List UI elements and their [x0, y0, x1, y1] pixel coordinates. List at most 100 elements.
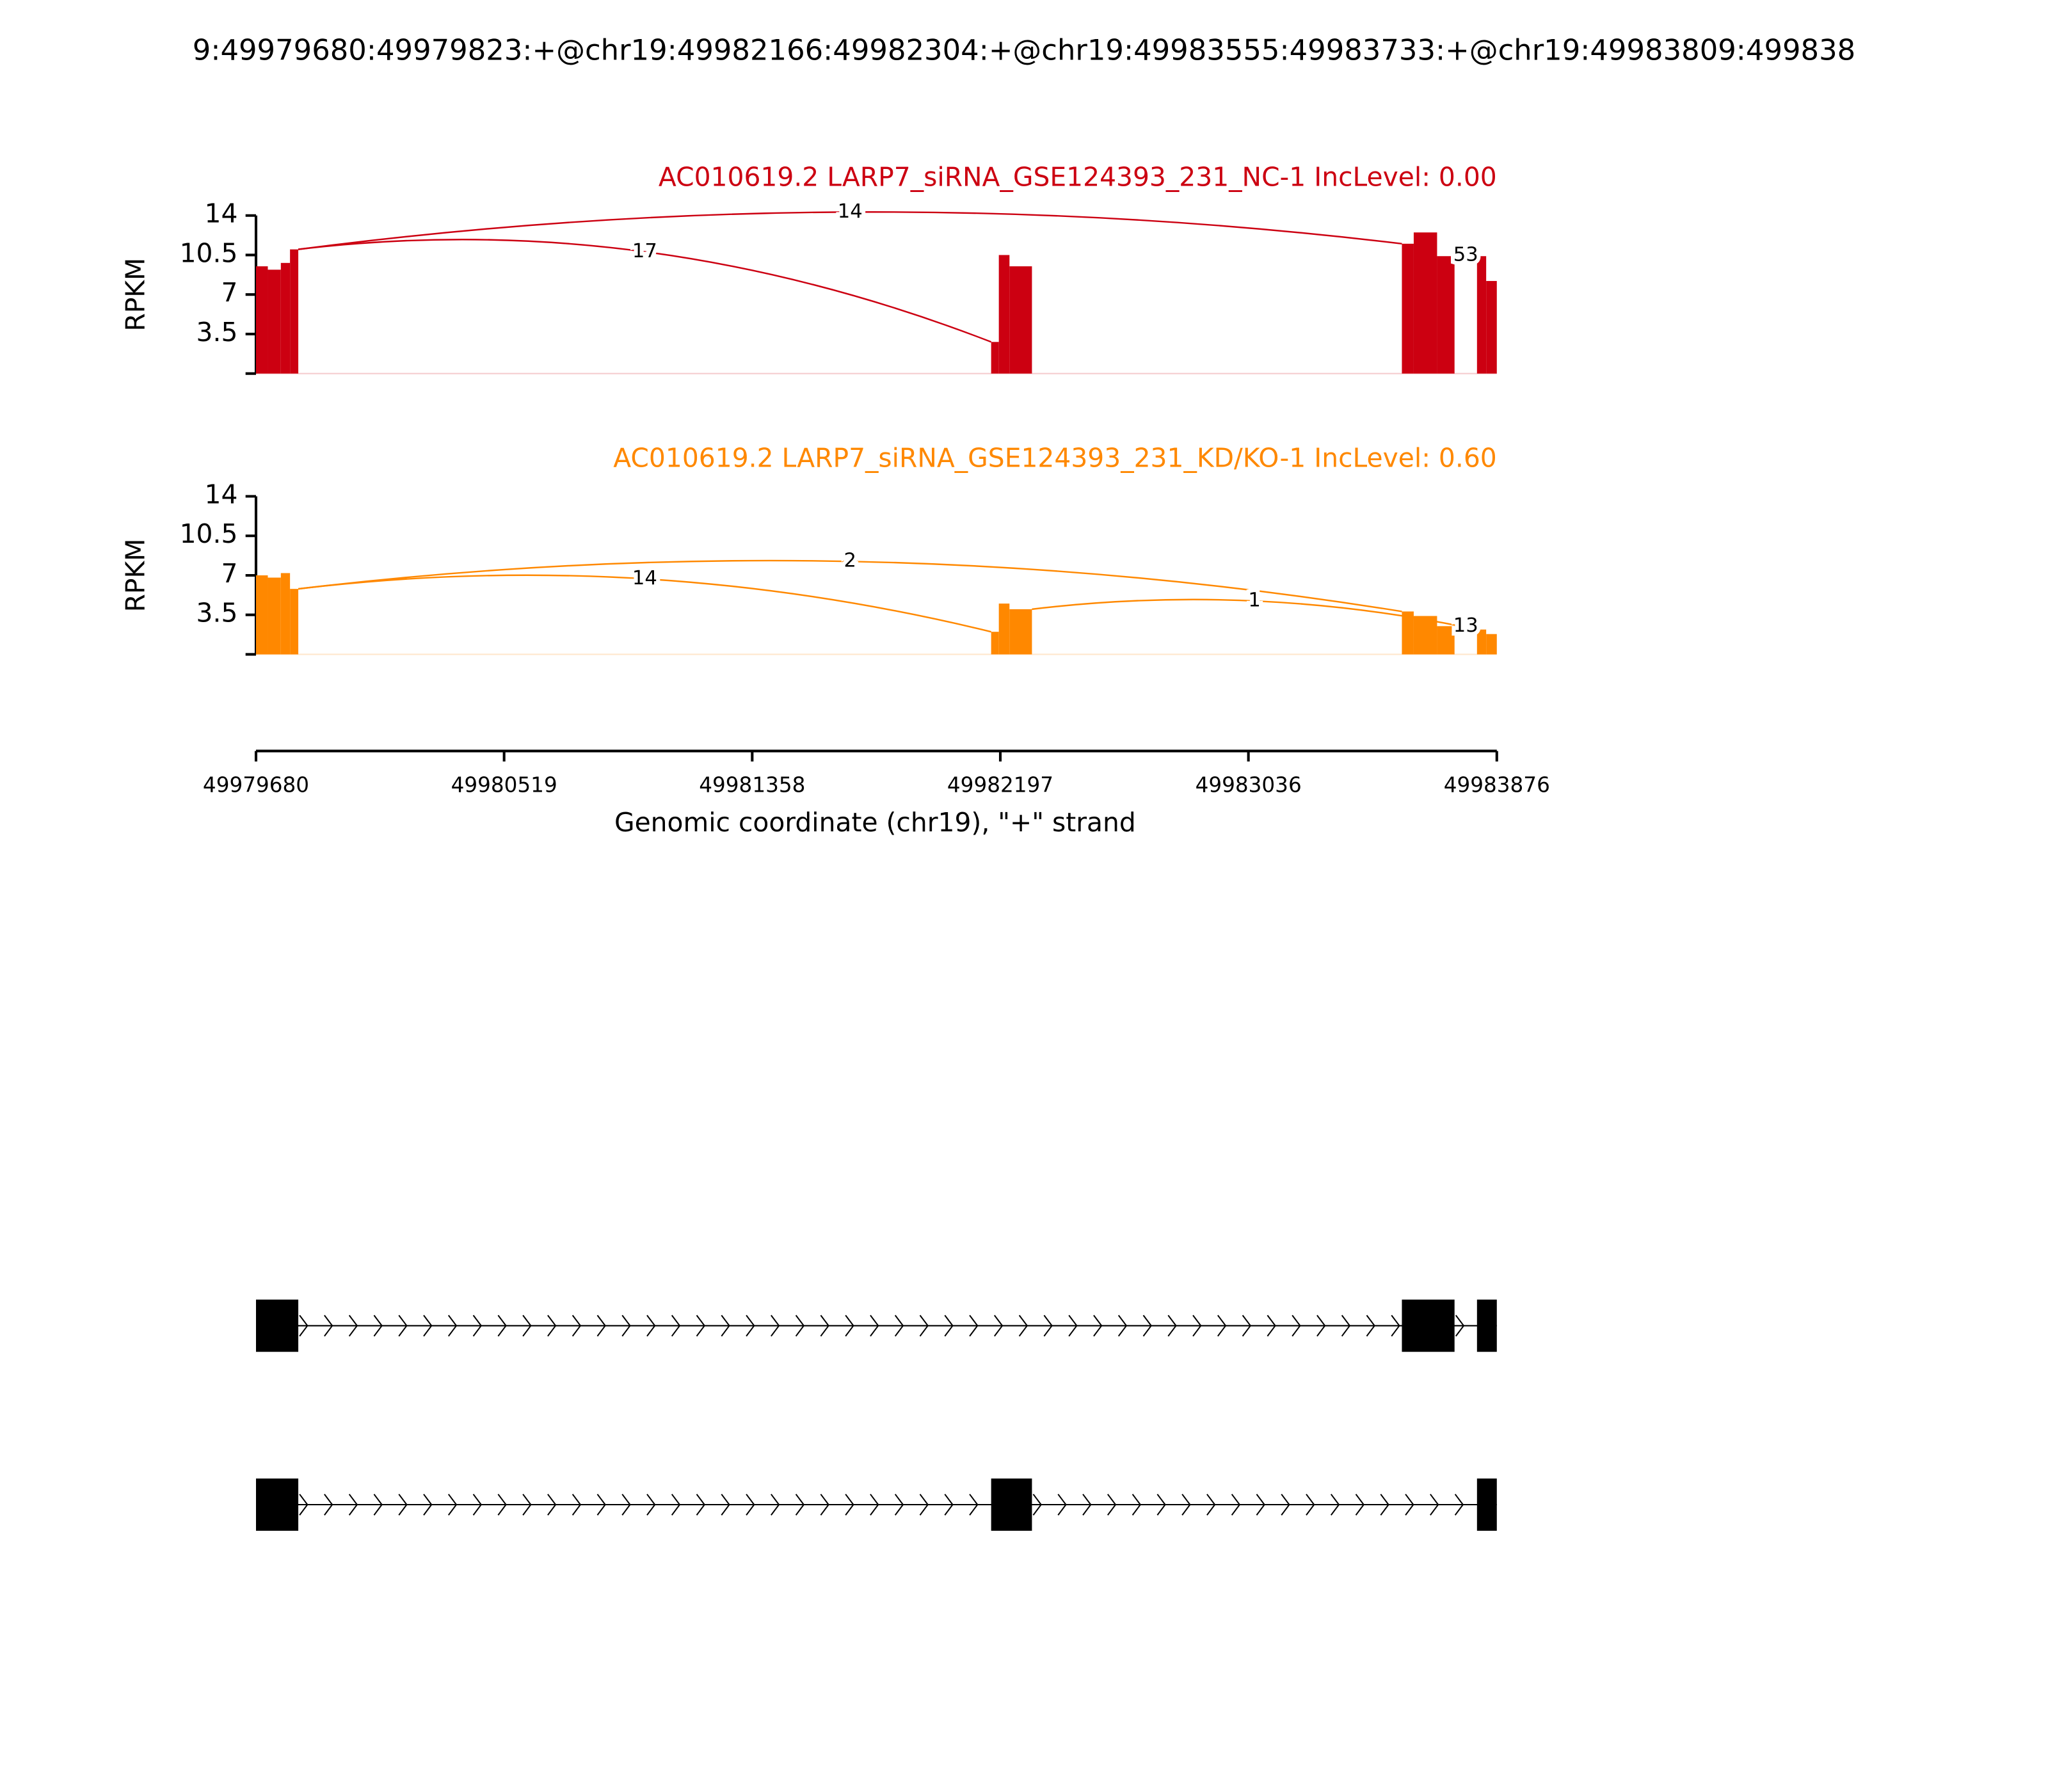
strand-arrow [919, 1494, 929, 1516]
strand-arrow [547, 1315, 557, 1337]
strand-arrow [497, 1315, 507, 1337]
strand-arrow [944, 1494, 954, 1516]
strand-arrow [1068, 1315, 1078, 1337]
strand-arrow [1156, 1494, 1166, 1516]
junction-label: 14 [838, 200, 863, 223]
strand-arrow [1355, 1494, 1365, 1516]
coverage-bar [290, 249, 299, 374]
strand-arrow [671, 1494, 681, 1516]
strand-arrow [472, 1315, 483, 1337]
strand-arrow [1430, 1494, 1439, 1516]
coverage-bar [290, 589, 299, 655]
x-axis-label: Genomic coordinate (chr19), "+" strand [614, 807, 1136, 838]
y-tick-label: 7 [221, 558, 237, 589]
strand-arrow [771, 1315, 780, 1337]
coverage-bar [1009, 266, 1032, 374]
strand-arrow [447, 1315, 458, 1337]
strand-arrow [845, 1315, 854, 1337]
strand-arrow [1341, 1315, 1351, 1337]
strand-arrow [522, 1315, 532, 1337]
coverage-bar [991, 632, 999, 655]
coverage-bar [256, 266, 268, 374]
strand-arrow [721, 1315, 730, 1337]
strand-arrow [1043, 1315, 1053, 1337]
junction-label: 1 [1248, 589, 1260, 611]
y-tick-label: 10.5 [180, 518, 238, 549]
strand-arrow [472, 1494, 483, 1516]
strand-arrow [771, 1494, 780, 1516]
strand-arrow [1316, 1315, 1326, 1337]
y-axis-label: RPKM [120, 258, 150, 332]
chart-title: 9:49979680:49979823:+@chr19:49982166:499… [193, 33, 1855, 67]
strand-arrow [547, 1494, 557, 1516]
strand-arrow [497, 1494, 507, 1516]
coverage-bar [998, 255, 1010, 374]
strand-arrow [324, 1315, 333, 1337]
strand-arrow [348, 1494, 358, 1516]
strand-arrow [398, 1315, 408, 1337]
strand-arrow [894, 1494, 904, 1516]
strand-arrow [969, 1315, 979, 1337]
strand-arrow [1093, 1315, 1103, 1337]
strand-arrow [1380, 1494, 1389, 1516]
strand-arrow [671, 1315, 681, 1337]
y-tick-label: 14 [205, 198, 238, 229]
y-tick-label: 3.5 [196, 317, 238, 348]
strand-arrow [696, 1494, 706, 1516]
coverage-bar [1009, 609, 1032, 655]
strand-arrow [447, 1494, 458, 1516]
exon [1476, 1478, 1497, 1531]
strand-arrow [845, 1494, 854, 1516]
strand-arrow [324, 1494, 333, 1516]
strand-arrow [1267, 1315, 1276, 1337]
y-tick-label: 14 [205, 479, 238, 510]
junction-arc [298, 239, 992, 343]
panel-title: AC010619.2 LARP7_siRNA_GSE124393_231_NC-… [659, 162, 1497, 193]
coverage-bar [1476, 256, 1487, 374]
coverage-bar [1486, 634, 1497, 655]
x-tick-label: 49983876 [1444, 773, 1550, 797]
coverage-bar [280, 262, 291, 374]
x-tick-label: 49981358 [699, 773, 805, 797]
y-axis-label: RPKM [120, 539, 150, 612]
coverage-bar [280, 573, 291, 655]
strand-arrow [1455, 1315, 1465, 1337]
strand-arrow [795, 1494, 805, 1516]
strand-arrow [1281, 1494, 1290, 1516]
coverage-bar [1402, 611, 1414, 655]
x-tick-label: 49983036 [1196, 773, 1302, 797]
coverage-bar [256, 575, 268, 655]
junction-label: 13 [1453, 614, 1478, 637]
coverage-bar [998, 604, 1010, 655]
junction-arc [298, 574, 991, 633]
exon [991, 1478, 1032, 1531]
coverage-bar [1413, 232, 1437, 374]
panel-title: AC010619.2 LARP7_siRNA_GSE124393_231_KD/… [613, 442, 1497, 473]
strand-arrow [373, 1494, 383, 1516]
strand-arrow [572, 1494, 582, 1516]
strand-arrow [1306, 1494, 1315, 1516]
strand-arrow [1330, 1494, 1340, 1516]
strand-arrow [1242, 1315, 1252, 1337]
strand-arrow [969, 1494, 979, 1516]
strand-arrow [1032, 1494, 1042, 1516]
strand-arrow [522, 1494, 532, 1516]
strand-arrow [746, 1315, 755, 1337]
strand-arrow [423, 1494, 433, 1516]
y-tick-label: 3.5 [196, 598, 238, 628]
strand-arrow [820, 1315, 829, 1337]
strand-arrow [621, 1494, 631, 1516]
junction-label: 14 [632, 567, 657, 589]
y-tick-label: 7 [221, 277, 237, 308]
junction-arc [1454, 254, 1477, 257]
coverage-bar [1402, 243, 1414, 374]
strand-arrow [1206, 1494, 1216, 1516]
strand-arrow [721, 1494, 730, 1516]
strand-arrow [870, 1315, 879, 1337]
strand-arrow [646, 1494, 656, 1516]
coverage-bar [991, 342, 999, 374]
exon [1476, 1299, 1497, 1352]
strand-arrow [1292, 1315, 1301, 1337]
strand-arrow [894, 1315, 904, 1337]
strand-arrow [1142, 1315, 1153, 1337]
